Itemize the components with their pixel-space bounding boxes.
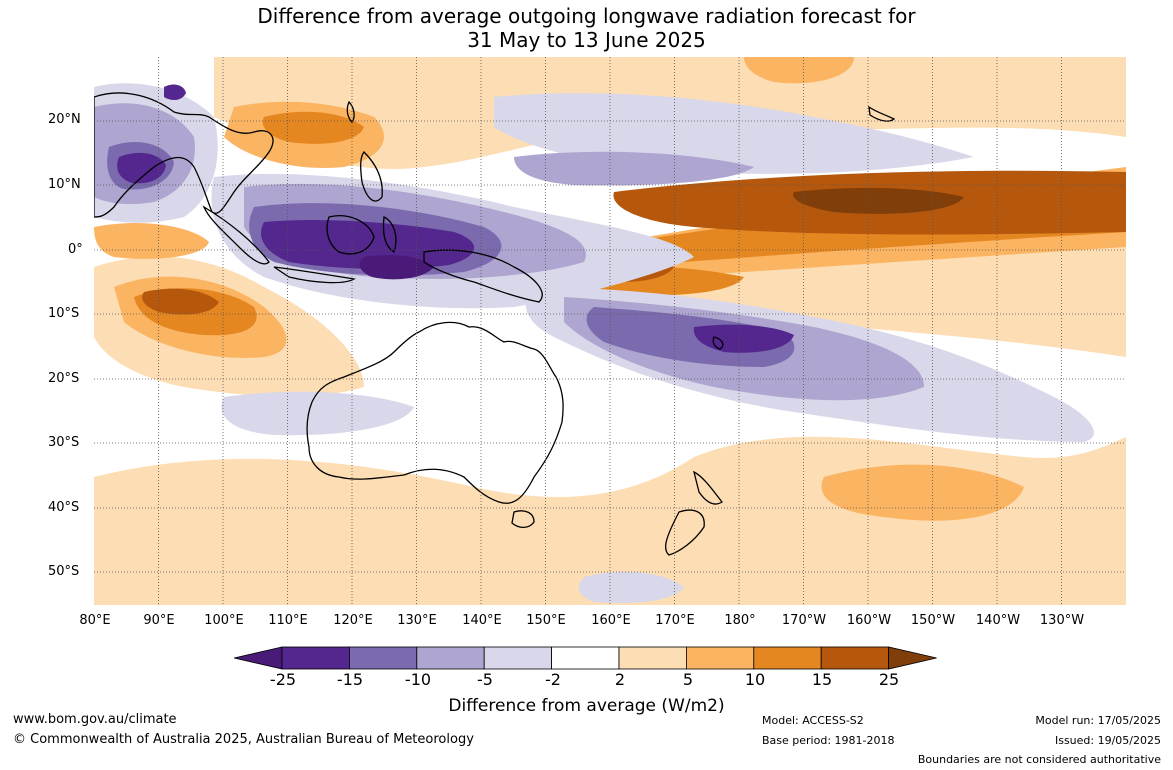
- colorbar: [234, 646, 937, 670]
- colorbar-swatch: [483, 646, 552, 670]
- colorbar-extend-low: [234, 646, 283, 670]
- lon-label-180: 180°: [724, 613, 756, 628]
- lat-label-10s: 10°S: [48, 306, 80, 321]
- lon-label-100e: 100°E: [204, 613, 244, 628]
- australia-coastline: [306, 321, 564, 504]
- lon-label-130w: 130°W: [1039, 613, 1085, 628]
- colorbar-swatches: [234, 646, 937, 670]
- sumatra-coastline: [202, 205, 270, 265]
- colorbar-title: Difference from average (W/m2): [448, 696, 725, 716]
- colorbar-tick: 25: [878, 670, 900, 689]
- new-guinea-coastline: [423, 249, 543, 303]
- title-line-1: Difference from average outgoing longwav…: [257, 4, 916, 28]
- colorbar-tick: 10: [744, 670, 766, 689]
- map-panel: [94, 57, 1126, 605]
- base-period-text: Base period: 1981-2018: [762, 734, 895, 747]
- hawaii-coastline: [868, 105, 896, 122]
- colorbar-swatch: [753, 646, 822, 670]
- sulawesi-coastline: [382, 215, 397, 253]
- colorbar-swatch: [416, 646, 485, 670]
- lon-label-150e: 150°E: [526, 613, 566, 628]
- colorbar-swatch: [349, 646, 418, 670]
- colorbar-swatch: [820, 646, 890, 670]
- java-coastline: [273, 266, 356, 284]
- lon-label-90e: 90°E: [143, 613, 175, 628]
- lon-label-140w: 140°W: [975, 613, 1021, 628]
- anomaly-map: [94, 57, 1126, 605]
- fiji-coastline: [712, 336, 724, 350]
- tasmania-coastline: [511, 510, 535, 529]
- borneo-coastline: [326, 215, 375, 255]
- colorbar-swatch: [618, 646, 687, 670]
- lon-label-160w: 160°W: [846, 613, 892, 628]
- lon-label-110e: 110°E: [268, 613, 308, 628]
- lat-label-0: 0°: [68, 242, 83, 257]
- graticule: [94, 57, 1126, 605]
- anomaly-field: [94, 57, 1126, 605]
- lat-label-40s: 40°S: [48, 500, 80, 515]
- colorbar-tick: 5: [682, 670, 694, 689]
- lon-label-170e: 170°E: [655, 613, 695, 628]
- colorbar-tick: -5: [477, 670, 493, 689]
- title-line-2: 31 May to 13 June 2025: [467, 28, 706, 52]
- lat-label-10n: 10°N: [48, 177, 81, 192]
- colorbar-swatch: [281, 646, 350, 670]
- colorbar-tick: -25: [269, 670, 297, 689]
- lon-label-160e: 160°E: [591, 613, 631, 628]
- taiwan-coastline: [346, 100, 355, 123]
- issued-text: Issued: 19/05/2025: [1054, 734, 1161, 747]
- chart-title: Difference from average outgoing longwav…: [0, 4, 1173, 52]
- colorbar-swatch: [685, 646, 755, 670]
- colorbar-tick: -10: [404, 670, 432, 689]
- colorbar-swatch: [551, 646, 620, 670]
- colorbar-tick: 2: [614, 670, 626, 689]
- new-zealand-coastline: [665, 470, 723, 556]
- lat-label-30s: 30°S: [48, 435, 80, 450]
- lon-label-150w: 150°W: [910, 613, 956, 628]
- lon-label-120e: 120°E: [333, 613, 373, 628]
- lat-label-50s: 50°S: [48, 564, 80, 579]
- colorbar-tick: -15: [336, 670, 364, 689]
- disclaimer-text: Boundaries are not considered authoritat…: [917, 753, 1161, 766]
- lat-label-20n: 20°N: [48, 112, 81, 127]
- lon-label-130e: 130°E: [397, 613, 437, 628]
- se-asia-coastline: [94, 92, 274, 218]
- colorbar-tick: -2: [545, 670, 561, 689]
- lon-label-170w: 170°W: [781, 613, 827, 628]
- model-text: Model: ACCESS-S2: [762, 714, 864, 727]
- coastlines: [94, 92, 896, 556]
- philippines-coastline: [360, 151, 383, 202]
- lon-label-80e: 80°E: [79, 613, 111, 628]
- lon-label-140e: 140°E: [462, 613, 502, 628]
- lat-label-20s: 20°S: [48, 371, 80, 386]
- colorbar-extend-high: [888, 646, 937, 670]
- website-link[interactable]: www.bom.gov.au/climate: [13, 712, 177, 727]
- colorbar-tick: 15: [811, 670, 833, 689]
- copyright-text: © Commonwealth of Australia 2025, Austra…: [13, 732, 474, 747]
- model-run-text: Model run: 17/05/2025: [1035, 714, 1161, 727]
